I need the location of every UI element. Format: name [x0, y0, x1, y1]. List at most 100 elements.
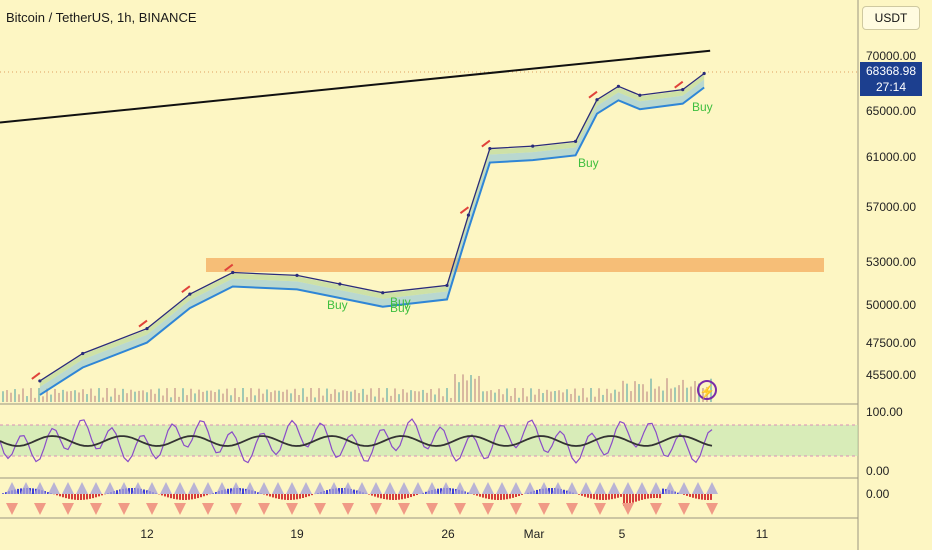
up-triangle — [636, 482, 648, 494]
time-tick-label: 5 — [618, 527, 626, 541]
volume-bar — [370, 388, 372, 402]
volume-bar — [282, 391, 284, 402]
volume-bar — [598, 388, 600, 402]
price-point — [466, 213, 471, 217]
buy-label: Buy — [390, 295, 411, 309]
volume-bar — [198, 389, 200, 402]
up-triangle — [132, 482, 144, 494]
histogram-bar — [269, 494, 271, 497]
up-triangle — [398, 482, 410, 494]
volume-bar — [514, 388, 516, 402]
histogram-bar — [485, 494, 487, 499]
volume-bar — [242, 388, 244, 402]
down-triangle — [118, 503, 130, 515]
buy-label: Buy — [390, 301, 411, 315]
volume-bar — [658, 386, 660, 402]
volume-bar — [330, 393, 332, 402]
up-triangle — [118, 482, 130, 494]
histogram-bar — [311, 494, 313, 496]
down-triangle — [90, 503, 102, 515]
histogram-bar — [92, 494, 94, 499]
histogram-bar — [608, 494, 610, 500]
histogram-bar — [647, 494, 649, 499]
histogram-bar — [32, 488, 34, 494]
high-marker — [674, 80, 684, 89]
histogram-bar — [287, 494, 289, 500]
volume-bar — [298, 395, 300, 402]
histogram-bar — [656, 494, 658, 499]
histogram-bar — [374, 494, 376, 497]
volume-bar — [454, 374, 456, 402]
histogram-bar — [47, 492, 49, 494]
volume-bar — [666, 378, 668, 402]
histogram-bar — [188, 494, 190, 500]
volume-bar — [238, 397, 240, 402]
histogram-bar — [632, 494, 634, 503]
histogram-bar — [86, 494, 88, 500]
histogram-bar — [227, 488, 229, 494]
currency-button[interactable]: USDT — [862, 6, 920, 30]
volume-bar — [686, 387, 688, 402]
buy-label: Buy — [578, 156, 599, 170]
volume-bar — [362, 388, 364, 402]
volume-bar — [142, 390, 144, 402]
histogram-bar — [215, 492, 217, 494]
up-triangle — [594, 482, 606, 494]
volume-bar — [630, 391, 632, 402]
down-triangle — [202, 503, 214, 515]
volume-bar — [474, 378, 476, 402]
price-points — [38, 71, 706, 383]
histogram-bar — [338, 488, 340, 494]
volume-bar — [66, 391, 68, 402]
volume-bar — [674, 387, 676, 402]
volume-bar — [378, 388, 380, 402]
volume-bar — [374, 396, 376, 402]
histogram-bar — [161, 494, 163, 496]
histogram-bar — [275, 494, 277, 499]
volume-bar — [218, 389, 220, 402]
up-triangle — [412, 482, 424, 494]
price-point — [638, 93, 642, 97]
volume-bar — [50, 394, 52, 402]
volume-bar — [610, 393, 612, 402]
histogram-bar — [305, 494, 307, 498]
volume-bar — [422, 389, 424, 402]
volume-bar — [94, 395, 96, 402]
up-triangle — [426, 482, 438, 494]
volume-bar — [506, 388, 508, 402]
volume-bar — [450, 397, 452, 402]
histogram-bar — [71, 494, 73, 500]
up-triangle — [216, 482, 228, 494]
volume-bar — [498, 389, 500, 402]
volume-bar — [98, 388, 100, 402]
up-triangle — [650, 482, 662, 494]
histogram-bar — [650, 494, 652, 499]
histogram-bar — [74, 494, 76, 500]
up-triangle — [174, 482, 186, 494]
histogram-bar — [380, 494, 382, 499]
price-tick-label: 45500.00 — [866, 368, 917, 382]
histogram-bar — [644, 494, 646, 500]
lightning-icon[interactable]: ⚡ — [697, 380, 717, 400]
up-triangle — [188, 482, 200, 494]
histogram-bar — [206, 494, 208, 496]
histogram-bar — [170, 494, 172, 499]
up-triangle — [524, 482, 536, 494]
volume-bar — [502, 394, 504, 402]
volume-bar — [226, 388, 228, 402]
time-tick-label: 11 — [755, 527, 769, 541]
trendline[interactable] — [0, 49, 711, 124]
volume-bar — [526, 396, 528, 402]
down-triangle — [678, 503, 690, 515]
histogram-bar — [599, 494, 601, 500]
histogram-bar — [284, 494, 286, 500]
down-triangle — [566, 503, 578, 515]
volume-bar — [606, 388, 608, 402]
volume-bar — [646, 391, 648, 402]
histogram-bar — [296, 494, 298, 500]
volume-bar — [538, 388, 540, 402]
high-marker — [31, 372, 41, 380]
histogram-bar — [368, 494, 370, 495]
volume-bar — [566, 389, 568, 402]
